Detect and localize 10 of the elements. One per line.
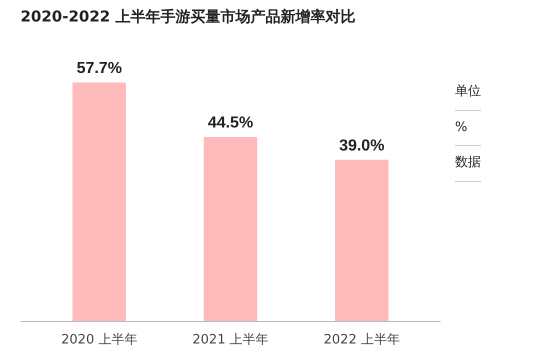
data-label: 57.7% [76,60,122,77]
text: 数据 [455,146,481,182]
text: 单位 [455,75,481,111]
x-tick-label: 2022 上半年 [324,332,400,348]
data-label: 39.0% [339,137,384,154]
x-tick-label: 2020 上半年 [61,332,138,348]
text: % [455,110,481,146]
x-tick-label: 2021 上半年 [192,332,269,348]
chart-title: 2020-2022 上半年手游买量市场产品新增率对比 [20,8,356,26]
data-label: 44.5% [208,114,254,132]
